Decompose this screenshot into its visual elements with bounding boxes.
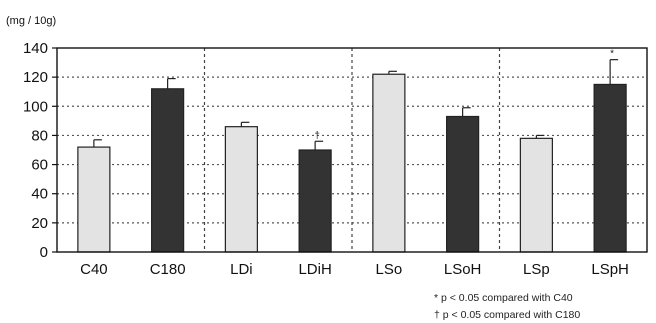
bar [224, 126, 258, 253]
y-tick-label: 80 [31, 127, 48, 144]
y-tick-label: 140 [23, 40, 48, 57]
y-tick-label: 40 [31, 186, 48, 203]
group-dividers [203, 48, 501, 252]
y-tick-label: 60 [31, 157, 48, 174]
y-tick-label: 20 [31, 215, 48, 232]
x-tick-label: C180 [150, 261, 186, 278]
bar [519, 137, 553, 253]
bar [593, 83, 627, 253]
x-tick-label: LSo [376, 261, 403, 278]
y-unit-label: (mg / 10g) [6, 15, 56, 27]
bar [151, 88, 185, 253]
y-tick-label: 0 [40, 244, 48, 261]
tick-labels: 0 20 40 60 80 100 120 140 C40 C180 LDi † LDiH LSo LSoH… [23, 40, 629, 278]
x-tick-label: LDiH [298, 261, 331, 278]
plot-frame [56, 47, 648, 253]
x-tick-label: LSpH [591, 261, 629, 278]
axes [52, 47, 648, 253]
bar [446, 115, 480, 253]
x-tick-label: LSp [523, 261, 550, 278]
footnote-2: † p < 0.05 compared with C180 [434, 309, 580, 321]
footnote-1: * p < 0.05 compared with C40 [434, 292, 573, 304]
bar [372, 73, 406, 253]
footnotes: * p < 0.05 compared with C40 † p < 0.05 … [434, 292, 580, 321]
significance-mark: * [610, 49, 614, 60]
bar [298, 149, 332, 253]
y-tick-label: 100 [23, 98, 48, 115]
x-tick-label: LSoH [444, 261, 482, 278]
bar [77, 146, 111, 253]
significance-mark: † [314, 130, 320, 141]
x-tick-label: LDi [230, 261, 253, 278]
x-tick-label: C40 [80, 261, 108, 278]
y-tick-label: 120 [23, 69, 48, 86]
